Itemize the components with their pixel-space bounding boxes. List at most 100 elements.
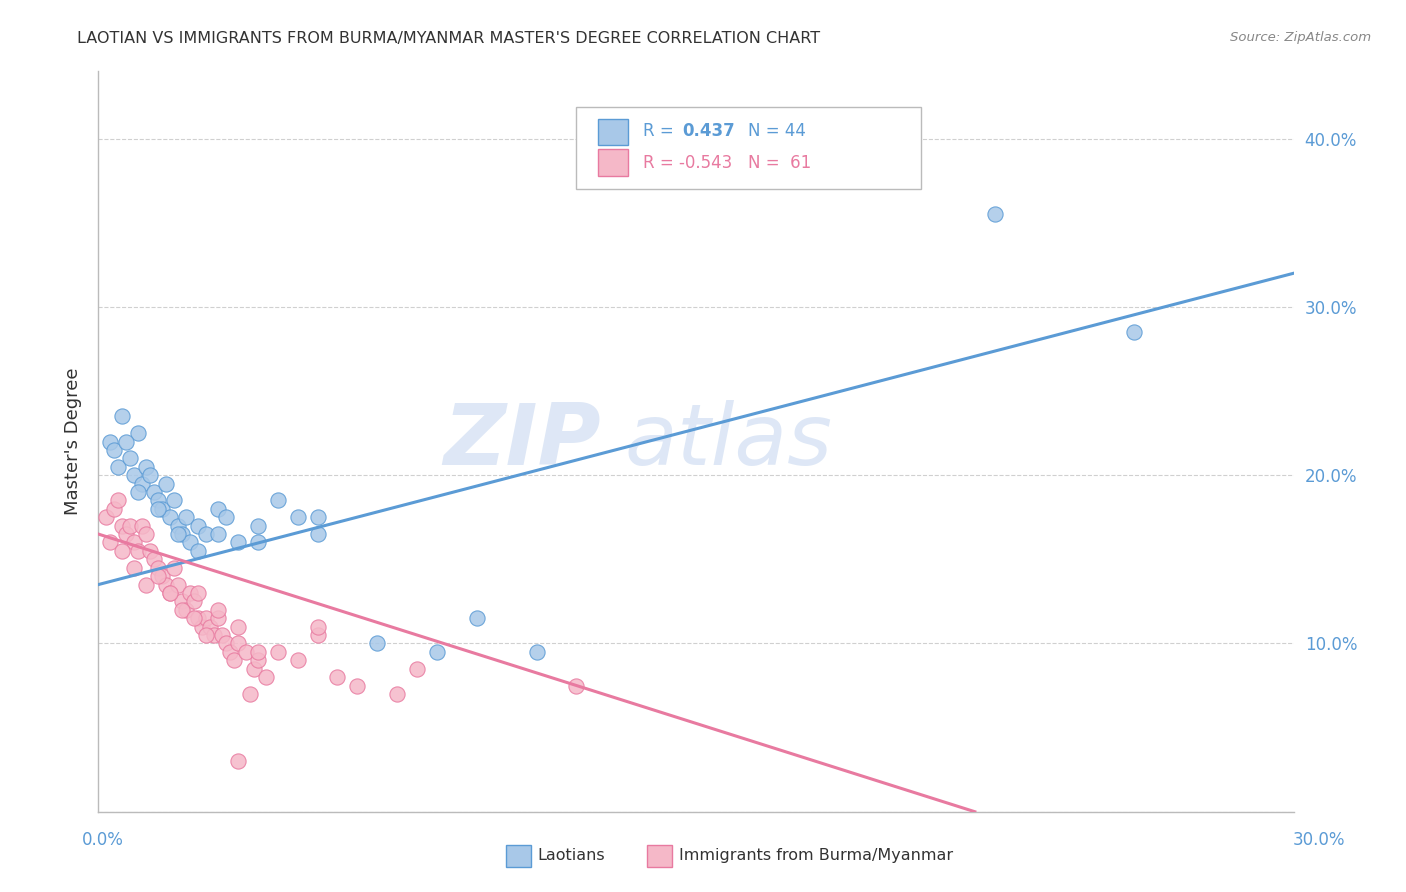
Text: atlas: atlas bbox=[624, 400, 832, 483]
Point bbox=[207, 501, 229, 516]
Point bbox=[222, 653, 245, 667]
Point bbox=[243, 662, 266, 676]
Text: 0.0%: 0.0% bbox=[82, 831, 124, 849]
Point bbox=[124, 535, 146, 549]
Point bbox=[195, 611, 218, 625]
Point bbox=[202, 628, 225, 642]
Point bbox=[111, 544, 134, 558]
Point bbox=[150, 569, 173, 583]
Point bbox=[191, 619, 214, 633]
Point bbox=[167, 577, 190, 591]
Point bbox=[103, 442, 125, 457]
Point bbox=[385, 687, 409, 701]
Text: 30.0%: 30.0% bbox=[1292, 831, 1346, 849]
Point bbox=[148, 560, 170, 574]
Point bbox=[131, 518, 153, 533]
Point bbox=[226, 619, 249, 633]
Text: N = 44: N = 44 bbox=[748, 122, 806, 140]
Point bbox=[406, 662, 429, 676]
Point bbox=[120, 518, 142, 533]
Point bbox=[127, 485, 149, 500]
Point bbox=[148, 501, 170, 516]
Point bbox=[135, 459, 157, 474]
Point bbox=[163, 560, 186, 574]
Point bbox=[172, 594, 194, 608]
Point bbox=[465, 611, 488, 625]
Point bbox=[219, 645, 242, 659]
Text: R =: R = bbox=[643, 122, 673, 140]
Text: Source: ZipAtlas.com: Source: ZipAtlas.com bbox=[1230, 31, 1371, 45]
Point bbox=[246, 518, 269, 533]
Text: 0.437: 0.437 bbox=[682, 122, 735, 140]
Point bbox=[565, 679, 588, 693]
Point bbox=[179, 535, 201, 549]
Point bbox=[179, 586, 201, 600]
Point bbox=[167, 527, 190, 541]
Point bbox=[195, 527, 218, 541]
Point bbox=[187, 611, 209, 625]
Point bbox=[187, 518, 209, 533]
Y-axis label: Master's Degree: Master's Degree bbox=[63, 368, 82, 516]
Point bbox=[159, 586, 181, 600]
Point bbox=[207, 603, 229, 617]
Point bbox=[127, 426, 149, 441]
Text: R = -0.543: R = -0.543 bbox=[643, 154, 731, 172]
Point bbox=[346, 679, 368, 693]
Point bbox=[426, 645, 449, 659]
Text: Immigrants from Burma/Myanmar: Immigrants from Burma/Myanmar bbox=[679, 848, 953, 863]
Point bbox=[115, 434, 138, 449]
Point bbox=[267, 645, 290, 659]
Point bbox=[143, 485, 166, 500]
Point bbox=[174, 603, 197, 617]
Point bbox=[645, 157, 668, 171]
Point bbox=[235, 645, 257, 659]
Point bbox=[120, 451, 142, 466]
Text: LAOTIAN VS IMMIGRANTS FROM BURMA/MYANMAR MASTER'S DEGREE CORRELATION CHART: LAOTIAN VS IMMIGRANTS FROM BURMA/MYANMAR… bbox=[77, 31, 821, 46]
Point bbox=[148, 569, 170, 583]
Point bbox=[246, 535, 269, 549]
Point bbox=[139, 544, 162, 558]
Point bbox=[211, 628, 233, 642]
Point bbox=[135, 527, 157, 541]
Text: Laotians: Laotians bbox=[537, 848, 605, 863]
Point bbox=[307, 527, 329, 541]
Point bbox=[103, 501, 125, 516]
Point bbox=[366, 636, 388, 650]
Point bbox=[98, 434, 122, 449]
Point bbox=[239, 687, 262, 701]
Point bbox=[984, 207, 1007, 221]
Point bbox=[307, 628, 329, 642]
Point bbox=[159, 586, 181, 600]
Point bbox=[207, 527, 229, 541]
Point bbox=[526, 645, 548, 659]
Point bbox=[131, 476, 153, 491]
Point bbox=[246, 645, 269, 659]
Point bbox=[111, 409, 134, 424]
Point bbox=[115, 527, 138, 541]
Point bbox=[163, 493, 186, 508]
Point bbox=[226, 636, 249, 650]
Point bbox=[226, 754, 249, 768]
Point bbox=[107, 459, 129, 474]
Point bbox=[143, 552, 166, 566]
Point bbox=[174, 510, 197, 524]
Point bbox=[246, 653, 269, 667]
Text: ZIP: ZIP bbox=[443, 400, 600, 483]
Point bbox=[187, 544, 209, 558]
Point bbox=[207, 611, 229, 625]
Point bbox=[148, 493, 170, 508]
Point bbox=[326, 670, 349, 684]
Point bbox=[226, 535, 249, 549]
Point bbox=[127, 544, 149, 558]
Point bbox=[96, 510, 118, 524]
Point bbox=[307, 510, 329, 524]
Point bbox=[172, 603, 194, 617]
Point bbox=[135, 577, 157, 591]
Point bbox=[215, 510, 238, 524]
Point bbox=[198, 619, 221, 633]
Point bbox=[267, 493, 290, 508]
Point bbox=[183, 611, 205, 625]
Point bbox=[1123, 325, 1146, 339]
Point bbox=[155, 476, 177, 491]
Point bbox=[195, 628, 218, 642]
